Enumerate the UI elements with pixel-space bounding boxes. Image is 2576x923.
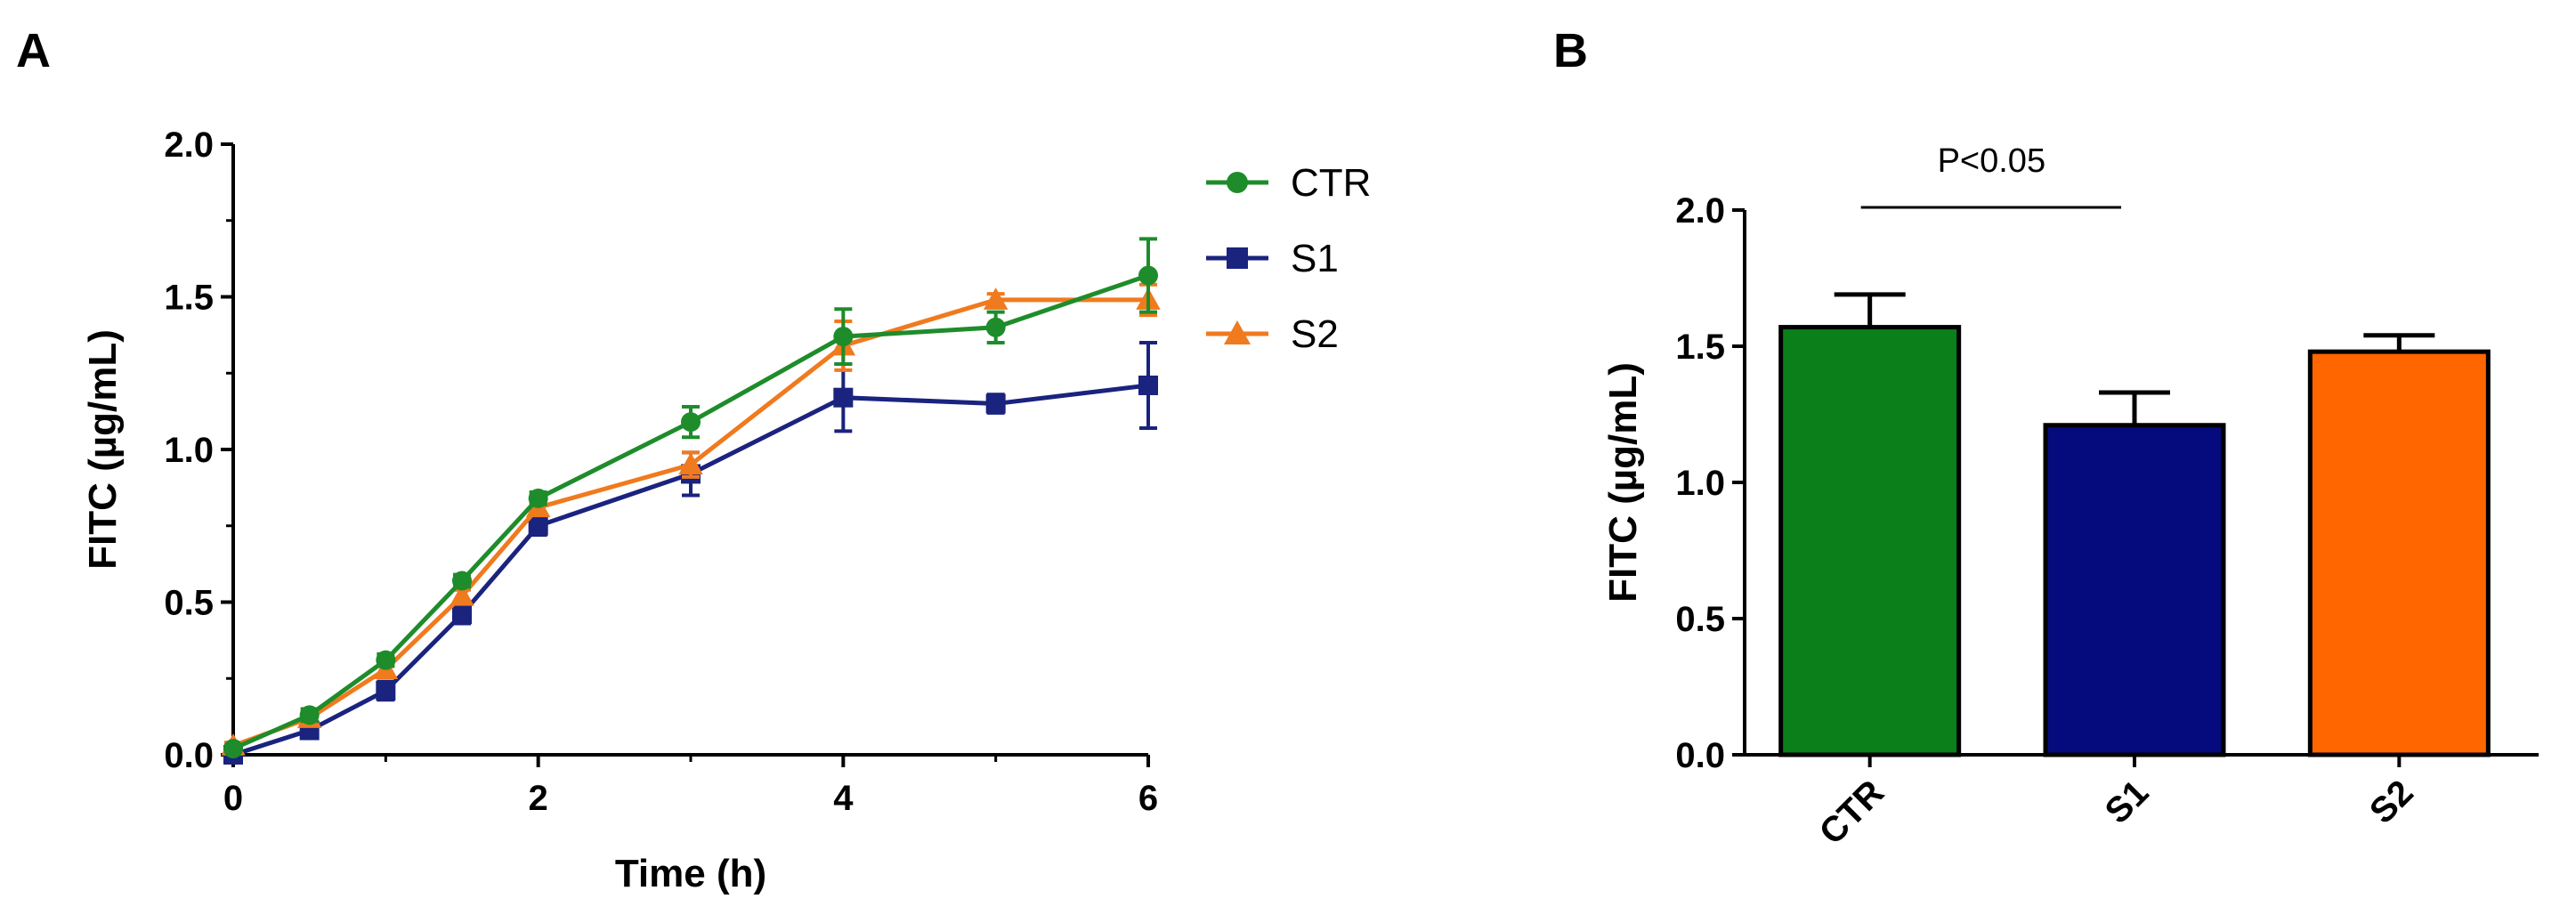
panel-b-label: B	[1553, 24, 1588, 77]
legend-entry-s2: S2	[1206, 312, 1339, 356]
data-point	[1138, 265, 1158, 286]
bar-s1-rect	[2043, 423, 2226, 757]
legend-label: S1	[1291, 237, 1339, 280]
panel-b-y-tick-label: 1.0	[1675, 464, 1725, 503]
panel-b-x-tick-label: S2	[2362, 773, 2421, 831]
data-point	[528, 488, 548, 508]
panel-a-label: A	[16, 24, 51, 77]
data-point	[833, 387, 854, 408]
legend-swatch-marker	[1227, 172, 1248, 193]
panel-b-significance: P<0.05	[1860, 142, 2121, 209]
legend-label: CTR	[1291, 161, 1371, 205]
data-point	[376, 650, 396, 670]
data-point	[376, 680, 396, 700]
data-point	[528, 515, 548, 536]
data-point	[985, 317, 1006, 337]
data-point	[299, 705, 320, 725]
panel-a-x-tick-label: 4	[833, 779, 854, 818]
legend-label: S2	[1291, 312, 1339, 356]
data-point	[678, 452, 703, 475]
panel-a-y-tick-label: 0.5	[164, 584, 214, 623]
series-s1-line	[232, 383, 1149, 757]
panel-b-bars: CTR S1 S2	[1778, 292, 2491, 853]
panel-a-axes: 0.0 0.5 1.0 1.5 2.0 0 2 4 6	[164, 125, 1158, 818]
data-point	[983, 287, 1009, 310]
panel-a-x-tick-label: 6	[1138, 779, 1158, 818]
panel-a-x-tick-label: 0	[223, 779, 243, 818]
legend-entry-s1: S1	[1206, 237, 1339, 280]
panel-a-y-tick-label: 1.0	[164, 431, 214, 470]
panel-a: A 0.0 0.5 1.0 1.5 2.0 0 2 4 6 CTR S1 S2 Time (h) F…	[16, 24, 1371, 895]
bar-s2: S2	[2307, 333, 2491, 831]
bar-ctr: CTR	[1778, 292, 1962, 853]
series-ctr	[223, 237, 1158, 759]
data-point	[452, 571, 472, 591]
panel-a-y-tick-label: 0.0	[164, 736, 214, 775]
panel-a-y-tick-label: 2.0	[164, 125, 214, 165]
significance-label: P<0.05	[1938, 142, 2046, 180]
panel-a-y-axis-label: FITC (µg/mL)	[81, 329, 125, 570]
panel-a-x-axis-label: Time (h)	[615, 852, 766, 895]
panel-b-y-axis-label: FITC (µg/mL)	[1601, 362, 1645, 603]
legend-swatch-marker	[1227, 247, 1248, 269]
bar-s2-rect	[2307, 349, 2491, 757]
data-point	[681, 412, 701, 433]
panel-b-y-tick-label: 0.5	[1675, 600, 1725, 639]
panel-b-y-tick-label: 0.0	[1675, 736, 1725, 775]
panel-b-x-tick-label: S1	[2098, 773, 2157, 831]
panel-a-series	[221, 237, 1161, 765]
panel-b-x-tick-label: CTR	[1812, 773, 1891, 852]
data-point	[985, 393, 1006, 414]
legend-swatch-marker	[1224, 320, 1251, 344]
data-point	[452, 604, 472, 625]
panel-b: B 0.0 0.5 1.0 1.5 2.0 CTR S1 S2 P<0.05 FITC (µ…	[1553, 24, 2539, 853]
bar-s1: S1	[2043, 390, 2226, 831]
bar-ctr-rect	[1778, 325, 1962, 757]
panel-a-x-tick-label: 2	[529, 779, 548, 818]
series-s2	[221, 282, 1161, 756]
data-point	[833, 327, 854, 347]
panel-a-y-tick-label: 1.5	[164, 279, 214, 318]
data-point	[450, 583, 474, 606]
panel-a-legend: CTR S1 S2	[1206, 161, 1371, 356]
data-point	[223, 739, 243, 759]
panel-b-y-tick-label: 2.0	[1675, 191, 1725, 231]
legend-entry-ctr: CTR	[1206, 161, 1371, 205]
data-point	[1138, 375, 1158, 395]
series-s2-line	[232, 297, 1148, 749]
panel-b-y-tick-label: 1.5	[1675, 328, 1725, 367]
